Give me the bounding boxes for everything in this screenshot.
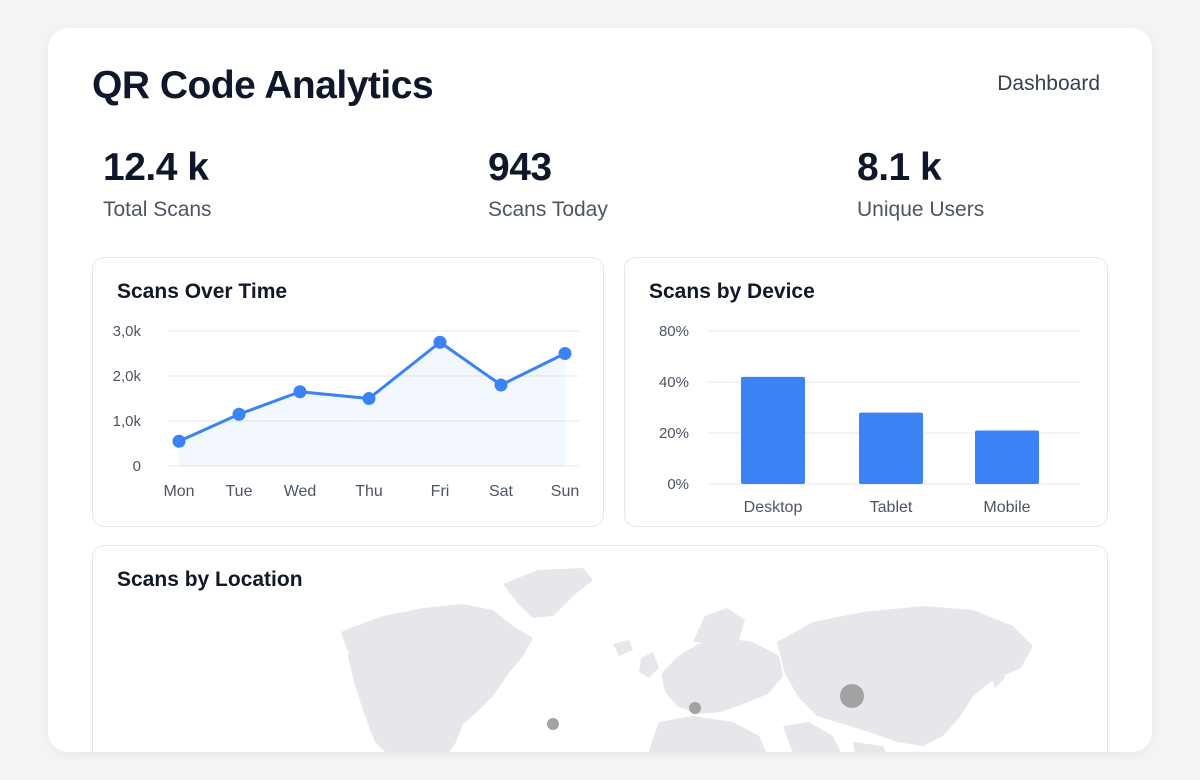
data-point (433, 335, 447, 349)
stat-label: Total Scans (103, 198, 212, 221)
dashboard-link[interactable]: Dashboard (997, 72, 1100, 95)
x-tick-label: Mobile (983, 499, 1030, 516)
bar (741, 376, 805, 484)
scans-by-location-panel: Scans by Location (92, 545, 1108, 752)
data-point (362, 392, 376, 405)
stat-total-scans: 12.4 k Total Scans (103, 146, 212, 222)
data-point (293, 385, 307, 399)
data-point (232, 407, 246, 421)
scans-over-time-panel: Scans Over Time 0 1,0k 2,0k 3,0k Mon Tue Wed Th… (92, 257, 604, 527)
data-point (558, 347, 572, 360)
panel-title: Scans by Device (649, 280, 815, 303)
stat-label: Unique Users (857, 198, 985, 221)
scans-by-device-panel: Scans by Device 0% 20% 40% 80% Desktop Tablet… (624, 257, 1108, 527)
dashboard-card: QR Code Analytics Dashboard 12.4 k Total… (48, 28, 1152, 752)
stat-label: Scans Today (488, 198, 608, 221)
stat-value: 8.1 k (857, 146, 942, 189)
location-marker-europe (689, 702, 701, 714)
data-point (494, 378, 508, 392)
y-tick-label: 40% (659, 374, 689, 391)
page-title: QR Code Analytics (92, 64, 434, 107)
y-tick-label: 1,0k (113, 413, 142, 430)
y-tick-label: 20% (659, 425, 689, 442)
y-tick-label: 2,0k (113, 368, 142, 385)
x-tick-label: Fri (431, 483, 450, 500)
y-tick-label: 0% (667, 476, 689, 493)
x-tick-label: Sat (489, 483, 514, 500)
x-tick-label: Tue (226, 483, 253, 500)
line-chart: 0 1,0k 2,0k 3,0k Mon Tue Wed Thu Fri Sat Sun (113, 323, 580, 500)
world-map-icon (341, 568, 1033, 752)
y-tick-label: 3,0k (113, 323, 142, 340)
x-tick-label: Tablet (870, 499, 913, 516)
x-tick-label: Desktop (744, 499, 803, 516)
y-tick-label: 0 (133, 458, 141, 475)
bar (859, 412, 923, 484)
x-tick-label: Mon (163, 483, 194, 500)
location-marker-north-america (547, 718, 559, 730)
stat-unique-users: 8.1 k Unique Users (857, 146, 984, 222)
bar-chart: 0% 20% 40% 80% Desktop Tablet Mobile (659, 323, 1081, 516)
data-point (172, 434, 186, 448)
x-tick-label: Wed (284, 483, 317, 500)
x-tick-label: Thu (355, 483, 383, 500)
y-tick-label: 80% (659, 323, 689, 340)
location-marker-asia (840, 684, 864, 708)
stat-value: 12.4 k (103, 146, 209, 189)
stat-value: 943 (488, 146, 552, 189)
stat-scans-today: 943 Scans Today (488, 146, 608, 222)
bar (975, 430, 1039, 484)
x-tick-label: Sun (551, 483, 579, 500)
panel-title: Scans by Location (117, 568, 303, 591)
panel-title: Scans Over Time (117, 280, 288, 303)
